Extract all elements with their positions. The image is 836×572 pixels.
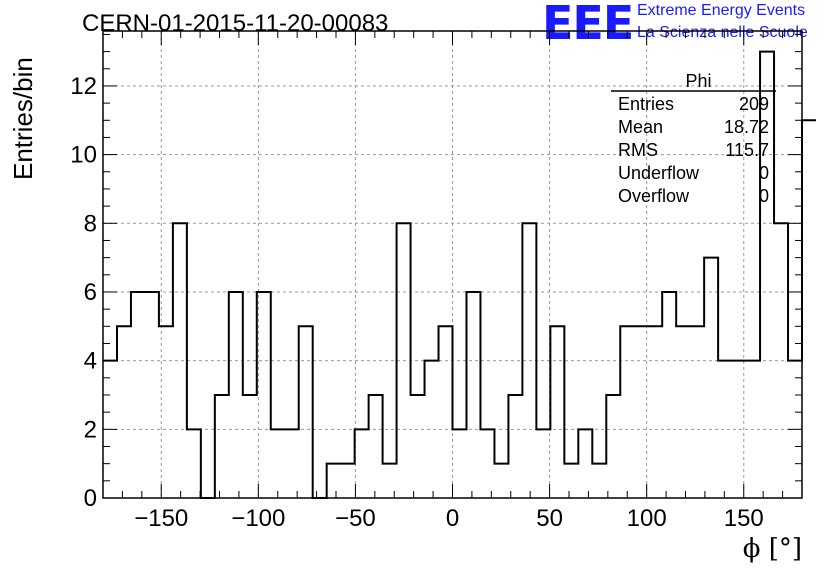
y-tick-label: 0 [84, 485, 97, 512]
histogram-bin [578, 429, 592, 498]
x-tick-label: 150 [724, 505, 764, 532]
histogram-bin [397, 223, 411, 498]
y-tick-label: 2 [84, 416, 97, 443]
histogram-bin [802, 120, 816, 498]
histogram-bin [145, 292, 159, 498]
histogram-bin [299, 326, 313, 498]
histogram-bin [550, 326, 564, 498]
stats-label: Underflow [618, 163, 700, 183]
stats-value: 18.72 [724, 117, 769, 137]
histogram-bin [774, 223, 788, 498]
histogram-bin [634, 326, 648, 498]
histogram-bin [690, 326, 704, 498]
x-tick-label: 0 [446, 505, 459, 532]
histogram-bin [117, 326, 131, 498]
histogram-bin [494, 464, 508, 498]
histogram-bin [425, 361, 439, 498]
x-tick-label: −50 [335, 505, 376, 532]
histogram-bin [522, 223, 536, 498]
y-tick-label: 8 [84, 210, 97, 237]
stats-label: RMS [618, 140, 658, 160]
brand-line-2: La Scienza nelle Scuole [637, 24, 808, 41]
stats-value: 0 [759, 186, 769, 206]
y-tick-label: 6 [84, 279, 97, 306]
histogram-bin [355, 429, 369, 498]
histogram-bin [229, 292, 243, 498]
x-tick-label: 100 [627, 505, 667, 532]
x-tick-label: −100 [231, 505, 285, 532]
histogram-bin [159, 326, 173, 498]
histogram-bin [215, 395, 229, 498]
histogram-bin [648, 326, 662, 498]
histogram-bin [439, 326, 453, 498]
histogram-bin [187, 429, 201, 498]
histogram-bin [662, 292, 676, 498]
histogram-bin [718, 361, 732, 498]
histogram-bin [704, 258, 718, 498]
histogram-bin [508, 395, 522, 498]
histogram-bin [466, 292, 480, 498]
stats-title: Phi [685, 71, 711, 91]
stats-label: Mean [618, 117, 663, 137]
histogram-bin [243, 395, 257, 498]
histogram-bin [606, 395, 620, 498]
histogram-bin [564, 464, 578, 498]
histogram-bin [592, 464, 606, 498]
brand-line-1: Extreme Energy Events [637, 2, 806, 19]
histogram-bin [732, 361, 746, 498]
run-title: CERN-01-2015-11-20-00083 [82, 10, 389, 37]
histogram-bin [453, 429, 467, 498]
histogram-bin [536, 429, 550, 498]
stats-label: Entries [618, 94, 674, 114]
histogram-bin [411, 395, 425, 498]
y-tick-label: 4 [84, 348, 97, 375]
histogram-bin [327, 464, 341, 498]
histogram-bin [620, 326, 634, 498]
x-axis-label: ϕ [°] [742, 534, 802, 564]
histogram-bin [676, 326, 690, 498]
y-tick-label: 10 [70, 142, 97, 169]
histogram-series-line [103, 50, 816, 499]
histogram-bin [746, 361, 760, 498]
histogram-bin [341, 464, 355, 498]
histogram-bin [285, 429, 299, 498]
x-tick-label: 50 [536, 505, 563, 532]
eee-logo: EEE [542, 0, 634, 50]
y-tick-label: 12 [70, 73, 97, 100]
x-tick-label: −150 [134, 505, 188, 532]
histogram-bin [257, 292, 271, 498]
histogram-bin [369, 395, 383, 498]
stats-label: Overflow [618, 186, 690, 206]
stats-value: 0 [759, 163, 769, 183]
stats-value: 115.7 [725, 140, 769, 160]
histogram-bin [480, 429, 494, 498]
histogram-bin [271, 429, 285, 498]
histogram-bin [173, 223, 187, 498]
histogram-bin [131, 292, 145, 498]
stats-value: 209 [739, 94, 769, 114]
